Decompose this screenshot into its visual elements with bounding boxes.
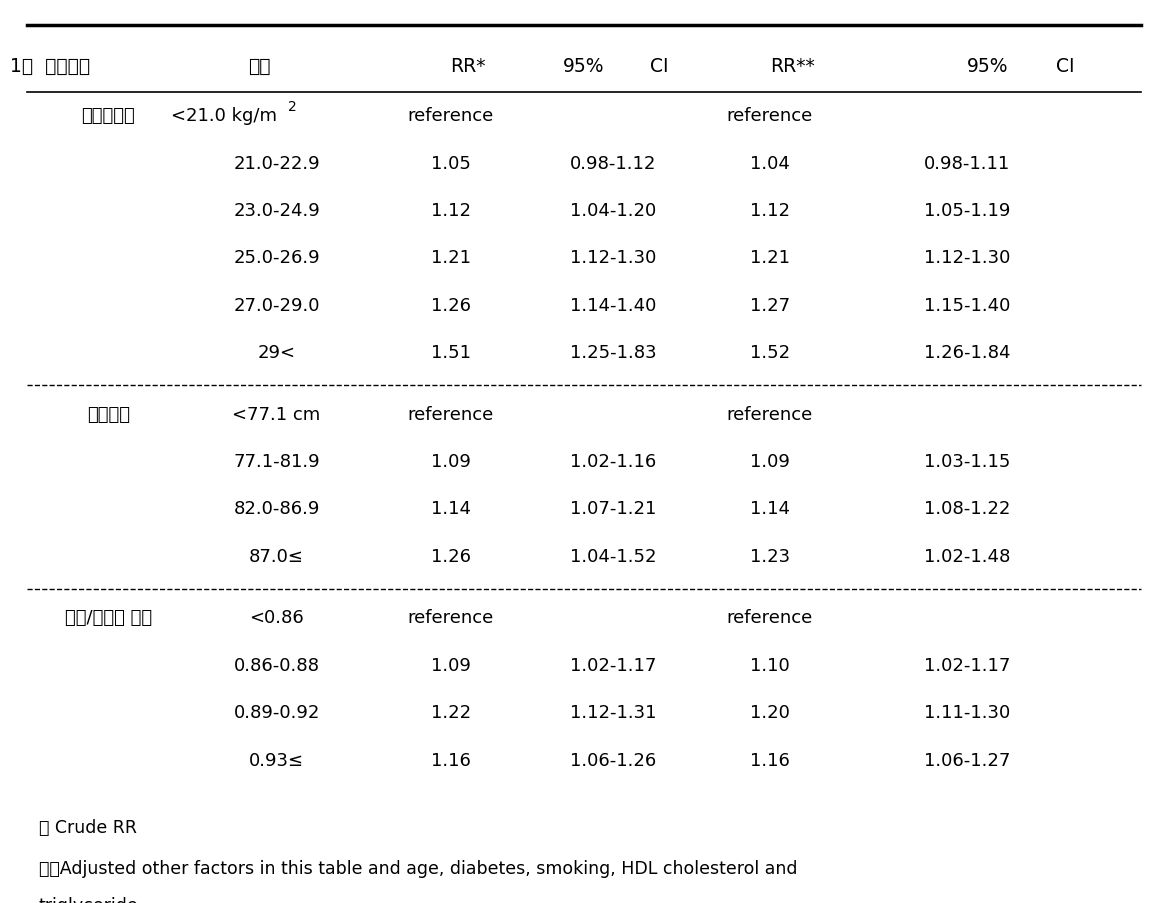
Text: RR*: RR* [450,57,485,76]
Text: 0.98-1.12: 0.98-1.12 [570,154,656,172]
Text: <77.1 cm: <77.1 cm [233,405,321,424]
Text: reference: reference [726,107,812,126]
Text: <21.0 kg/m: <21.0 kg/m [171,107,277,126]
Text: 1.25-1.83: 1.25-1.83 [569,344,656,362]
Text: 허리둘레: 허리둘레 [87,405,130,424]
Text: 1.04: 1.04 [750,154,789,172]
Text: 1.12-1.30: 1.12-1.30 [570,249,656,267]
Text: reference: reference [726,405,812,424]
Text: 1.09: 1.09 [750,452,789,470]
Text: 1.02-1.16: 1.02-1.16 [570,452,656,470]
Text: 2: 2 [289,99,297,114]
Text: 1.51: 1.51 [431,344,470,362]
Text: 82.0-86.9: 82.0-86.9 [234,500,320,518]
Text: 27.0-29.0: 27.0-29.0 [233,296,320,314]
Text: reference: reference [407,107,494,126]
Text: 1.16: 1.16 [431,750,470,768]
Text: 1.02-1.17: 1.02-1.17 [923,656,1010,674]
Text: 95%: 95% [563,57,605,76]
Text: 1.26: 1.26 [431,296,470,314]
Text: 0.86-0.88: 0.86-0.88 [234,656,320,674]
Text: 허리/엉덩이 비율: 허리/엉덩이 비율 [65,609,152,627]
Text: 23.0-24.9: 23.0-24.9 [233,202,320,219]
Text: 1.02-1.17: 1.02-1.17 [570,656,656,674]
Text: ＊＊Adjusted other factors in this table and age, diabetes, smoking, HDL cholester: ＊＊Adjusted other factors in this table a… [38,859,797,877]
Text: 25.0-26.9: 25.0-26.9 [233,249,320,267]
Text: 1.12-1.30: 1.12-1.30 [923,249,1010,267]
Text: 1.08-1.22: 1.08-1.22 [923,500,1010,518]
Text: 1.09: 1.09 [431,452,470,470]
Text: CI: CI [651,57,668,76]
Text: 95%: 95% [967,57,1008,76]
Text: reference: reference [726,609,812,627]
Text: triglyceride.: triglyceride. [38,897,144,903]
Text: 0.89-0.92: 0.89-0.92 [234,703,320,721]
Text: 1.05: 1.05 [431,154,470,172]
Text: 체질량지수: 체질량지수 [81,107,135,126]
Text: 1.21: 1.21 [431,249,470,267]
Text: 1.02-1.48: 1.02-1.48 [923,547,1010,565]
Text: 1.26-1.84: 1.26-1.84 [923,344,1010,362]
Text: 구분: 구분 [248,57,270,76]
Text: 1.21: 1.21 [750,249,789,267]
Text: 1.20: 1.20 [750,703,789,721]
Text: 1.12-1.31: 1.12-1.31 [569,703,656,721]
Text: 1.12: 1.12 [431,202,470,219]
Text: 1.14: 1.14 [750,500,789,518]
Text: <0.86: <0.86 [249,609,304,627]
Text: ＊ Crude RR: ＊ Crude RR [38,817,137,835]
Text: 1.11-1.30: 1.11-1.30 [924,703,1010,721]
Text: 1.27: 1.27 [750,296,789,314]
Text: 1.05-1.19: 1.05-1.19 [923,202,1010,219]
Text: 1.14-1.40: 1.14-1.40 [570,296,656,314]
Text: 77.1-81.9: 77.1-81.9 [233,452,320,470]
Text: 1.03-1.15: 1.03-1.15 [923,452,1010,470]
Text: 1.07-1.21: 1.07-1.21 [570,500,656,518]
Text: RR**: RR** [771,57,815,76]
Text: 1.10: 1.10 [750,656,789,674]
Text: 1.52: 1.52 [750,344,789,362]
Text: 1.14: 1.14 [431,500,470,518]
Text: 1기  비만인자: 1기 비만인자 [10,57,91,76]
Text: reference: reference [407,405,494,424]
Text: 1.04-1.52: 1.04-1.52 [569,547,656,565]
Text: 1.09: 1.09 [431,656,470,674]
Text: reference: reference [407,609,494,627]
Text: 87.0≤: 87.0≤ [249,547,304,565]
Text: CI: CI [1056,57,1074,76]
Text: 1.22: 1.22 [431,703,470,721]
Text: 21.0-22.9: 21.0-22.9 [233,154,320,172]
Text: 29<: 29< [257,344,296,362]
Text: 1.26: 1.26 [431,547,470,565]
Text: 0.98-1.11: 0.98-1.11 [924,154,1010,172]
Text: 1.06-1.26: 1.06-1.26 [570,750,656,768]
Text: 1.06-1.27: 1.06-1.27 [923,750,1010,768]
Text: 1.12: 1.12 [750,202,789,219]
Text: 1.04-1.20: 1.04-1.20 [570,202,656,219]
Text: 1.23: 1.23 [750,547,789,565]
Text: 1.15-1.40: 1.15-1.40 [923,296,1010,314]
Text: 0.93≤: 0.93≤ [249,750,304,768]
Text: 1.16: 1.16 [750,750,789,768]
